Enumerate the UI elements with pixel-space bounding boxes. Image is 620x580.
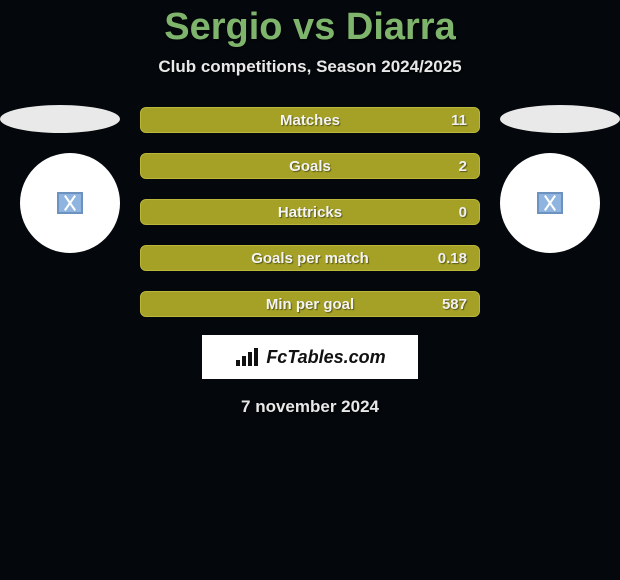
stat-bar-hattricks: Hattricks 0 <box>140 199 480 225</box>
image-placeholder-icon <box>57 192 83 214</box>
stat-bar-matches: Matches 11 <box>140 107 480 133</box>
comparison-stage: Matches 11 Goals 2 Hattricks 0 Goals per… <box>0 105 620 417</box>
left-shadow-ellipse <box>0 105 120 133</box>
stat-label: Goals per match <box>251 250 369 267</box>
page-title: Sergio vs Diarra <box>0 0 620 49</box>
brand-badge[interactable]: FcTables.com <box>202 335 418 379</box>
stat-label: Goals <box>289 158 331 175</box>
stats-bars: Matches 11 Goals 2 Hattricks 0 Goals per… <box>140 105 480 317</box>
stat-value: 587 <box>442 296 467 313</box>
stat-label: Hattricks <box>278 204 342 221</box>
stat-label: Min per goal <box>266 296 354 313</box>
stat-value: 11 <box>451 112 467 129</box>
stat-value: 2 <box>459 158 467 175</box>
subtitle: Club competitions, Season 2024/2025 <box>0 57 620 77</box>
stat-value: 0.18 <box>438 250 467 267</box>
brand-text: FcTables.com <box>266 347 385 368</box>
image-placeholder-icon <box>537 192 563 214</box>
bar-chart-icon <box>234 346 260 368</box>
stat-label: Matches <box>280 112 340 129</box>
stat-bar-goals: Goals 2 <box>140 153 480 179</box>
stat-bar-goals-per-match: Goals per match 0.18 <box>140 245 480 271</box>
date-text: 7 november 2024 <box>0 397 620 417</box>
player-avatar-left <box>20 153 120 253</box>
stat-bar-min-per-goal: Min per goal 587 <box>140 291 480 317</box>
right-shadow-ellipse <box>500 105 620 133</box>
stat-value: 0 <box>459 204 467 221</box>
player-avatar-right <box>500 153 600 253</box>
